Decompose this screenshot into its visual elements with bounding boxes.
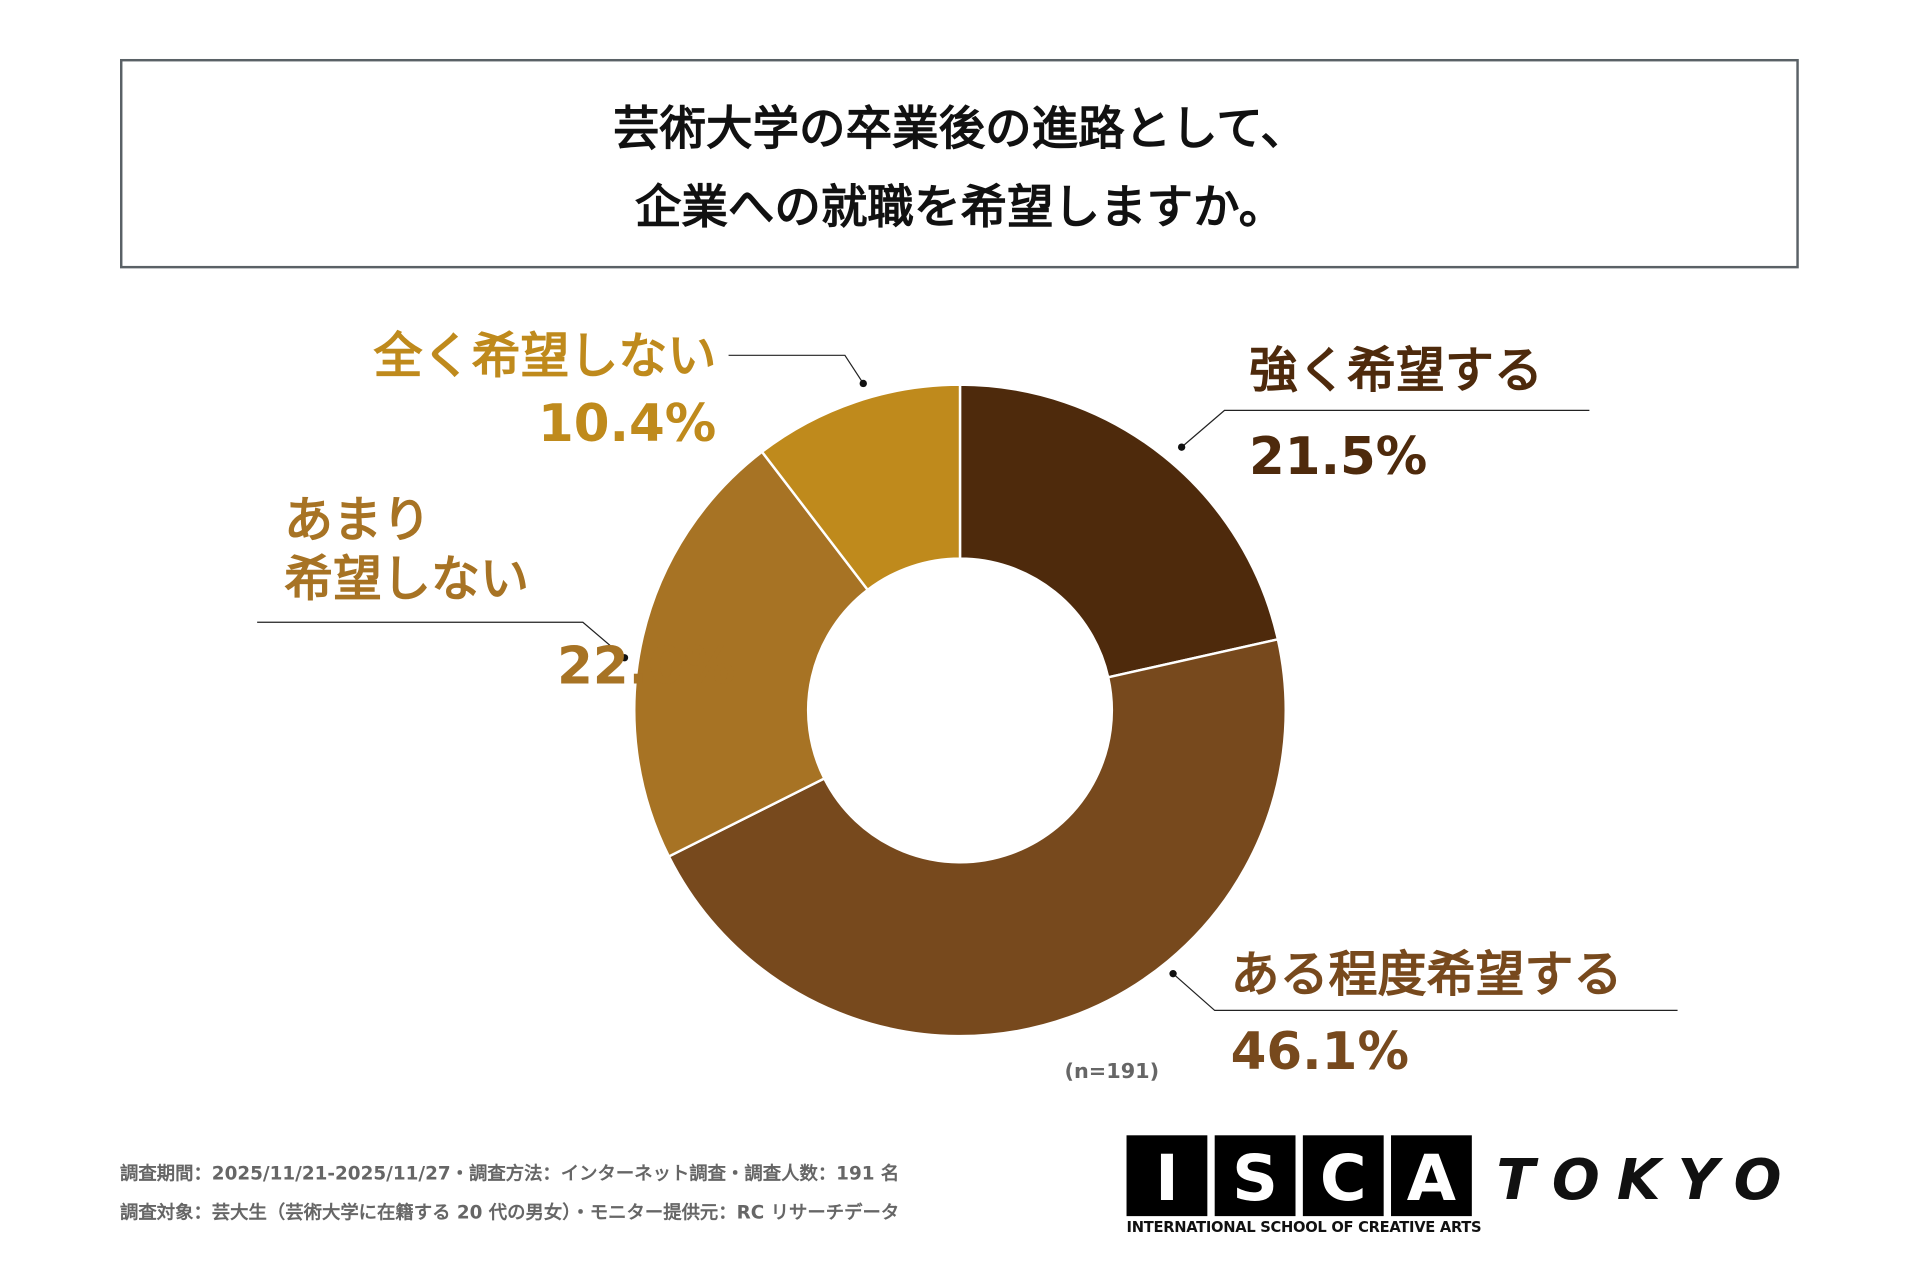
leader-line: [257, 621, 625, 659]
footnote: 調査期間：2025/11/21-2025/11/27・調査方法：インターネット調…: [120, 1162, 899, 1184]
slice-label: 全く希望しない: [373, 327, 717, 384]
logo-letter: A: [1407, 1142, 1456, 1216]
leader-dot: [1169, 970, 1177, 978]
value-label: 22.0%: [557, 636, 735, 696]
leader-line: [1181, 409, 1590, 448]
value-label: 46.1%: [1231, 1022, 1409, 1082]
chart-title: 企業への就職を希望しますか。: [635, 180, 1285, 234]
leader-dot: [620, 654, 629, 662]
slice-label: ある程度希望する: [1231, 946, 1623, 1003]
logo-letter: S: [1232, 1142, 1278, 1216]
logo-box: [1391, 1135, 1472, 1217]
title-box: [120, 58, 1799, 269]
donut-slice: [760, 383, 962, 592]
logo-box: [1126, 1135, 1208, 1217]
donut-slice: [633, 450, 870, 859]
logo-box: [1214, 1135, 1296, 1217]
donut-slice: [958, 383, 1280, 679]
donut-slice: [667, 637, 1287, 1038]
value-label: 21.5%: [1249, 427, 1427, 487]
leader-dot: [1177, 443, 1186, 451]
logo-letter: C: [1320, 1142, 1367, 1216]
logo-letter: I: [1155, 1142, 1179, 1216]
footnote: 調査対象：芸大生（芸術大学に在籍する 20 代の男女）・モニター提供元：RC リ…: [120, 1202, 899, 1224]
value-label: 10.4%: [538, 394, 716, 454]
logo-tagline: INTERNATIONAL SCHOOL OF CREATIVE ARTS: [1127, 1219, 1482, 1236]
leader-line: [1172, 973, 1678, 1012]
slice-label: あまり希望しない: [284, 492, 529, 608]
logo-box: [1302, 1135, 1384, 1217]
logo-city: TOKYO: [1496, 1148, 1798, 1213]
sample-note: (n=191): [1065, 1059, 1160, 1083]
slice-label: 強く希望する: [1249, 342, 1543, 399]
leader-dot: [859, 379, 867, 388]
chart-title: 芸術大学の卒業後の進路として、: [613, 102, 1307, 156]
leader-line: [728, 354, 864, 384]
